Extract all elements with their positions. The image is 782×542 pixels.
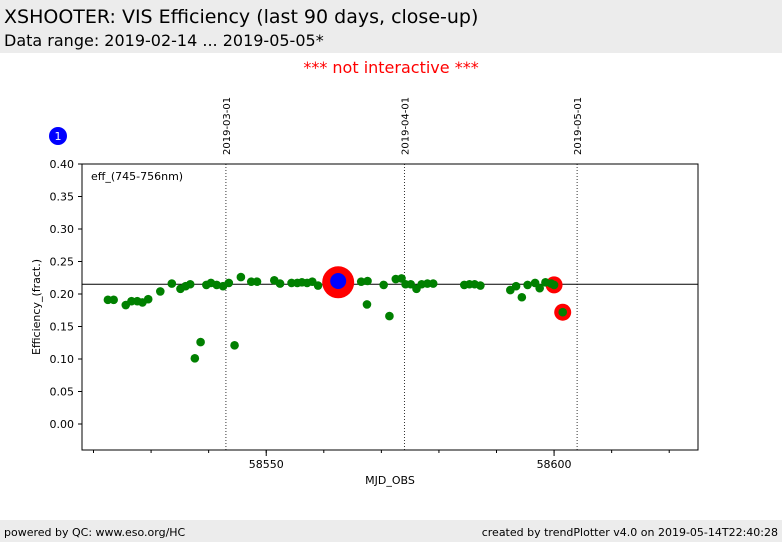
date-marker-label: 2019-05-01 (573, 97, 584, 155)
x-axis: 58550 58600 (93, 450, 670, 471)
page-subtitle: Data range: 2019-02-14 ... 2019-05-05* (4, 31, 324, 50)
data-point (476, 281, 485, 290)
y-tick-label: 0.30 (50, 223, 75, 236)
data-point (143, 294, 153, 304)
date-markers: 2019-03-01 2019-04-01 2019-05-01 (222, 97, 584, 450)
not-interactive-notice: *** not interactive *** (303, 58, 479, 77)
data-point (109, 295, 118, 305)
data-points (103, 266, 572, 363)
data-point (523, 280, 532, 290)
data-point (190, 354, 200, 363)
x-tick-label: 58600 (537, 458, 572, 471)
series-annotation: eff_(745-756nm) (91, 170, 183, 183)
data-point (363, 276, 372, 286)
data-point (230, 341, 239, 350)
data-point (517, 292, 527, 302)
y-tick-label: 0.40 (50, 158, 75, 171)
date-marker-label: 2019-04-01 (400, 97, 411, 155)
data-point (558, 307, 568, 317)
data-point (549, 280, 559, 290)
plot-frame (81, 163, 699, 451)
footer-timestamp: created by trendPlotter v4.0 on 2019-05-… (481, 526, 778, 539)
data-point (252, 277, 262, 286)
marker-badge-circle (49, 127, 67, 145)
y-tick-label: 0.20 (50, 288, 75, 301)
data-point (313, 281, 323, 290)
data-point (356, 277, 366, 286)
data-point (185, 279, 195, 289)
data-point (236, 272, 246, 282)
marker-badge-label: 1 (55, 130, 62, 143)
chart: 2019-03-01 2019-04-01 2019-05-01 0.000.050… (30, 97, 699, 487)
y-tick-label: 0.35 (50, 191, 75, 204)
data-point (196, 337, 205, 347)
data-point (155, 287, 165, 296)
date-marker-label: 2019-03-01 (222, 97, 233, 155)
y-tick-label: 0.10 (50, 353, 75, 366)
data-point (535, 283, 544, 293)
data-point (428, 279, 438, 288)
y-axis-label: Efficiency_(fract.) (30, 259, 43, 355)
footer-credit: powered by QC: www.eso.org/HC (4, 526, 186, 539)
data-point (167, 279, 177, 288)
y-tick-label: 0.00 (50, 418, 75, 431)
page-title: XSHOOTER: VIS Efficiency (last 90 days, … (4, 6, 479, 28)
data-point (275, 279, 285, 288)
y-axis: 0.00 0.05 0.10 0.15 0.20 0.25 0.30 0.35 0.40 (50, 158, 82, 431)
footer: powered by QC: www.eso.org/HC created by… (0, 520, 782, 542)
header: XSHOOTER: VIS Efficiency (last 90 days, … (0, 0, 782, 53)
data-point (511, 281, 521, 291)
x-axis-label: MJD_OBS (365, 474, 415, 487)
y-tick-label: 0.15 (50, 321, 75, 334)
data-point (406, 279, 416, 289)
y-tick-label: 0.05 (50, 386, 75, 399)
data-point (224, 278, 234, 288)
latest-point (330, 273, 347, 289)
data-point (379, 280, 388, 290)
x-tick-label: 58550 (249, 458, 284, 471)
y-tick-label: 0.25 (50, 256, 75, 269)
data-point (385, 311, 394, 321)
data-point (362, 300, 372, 309)
